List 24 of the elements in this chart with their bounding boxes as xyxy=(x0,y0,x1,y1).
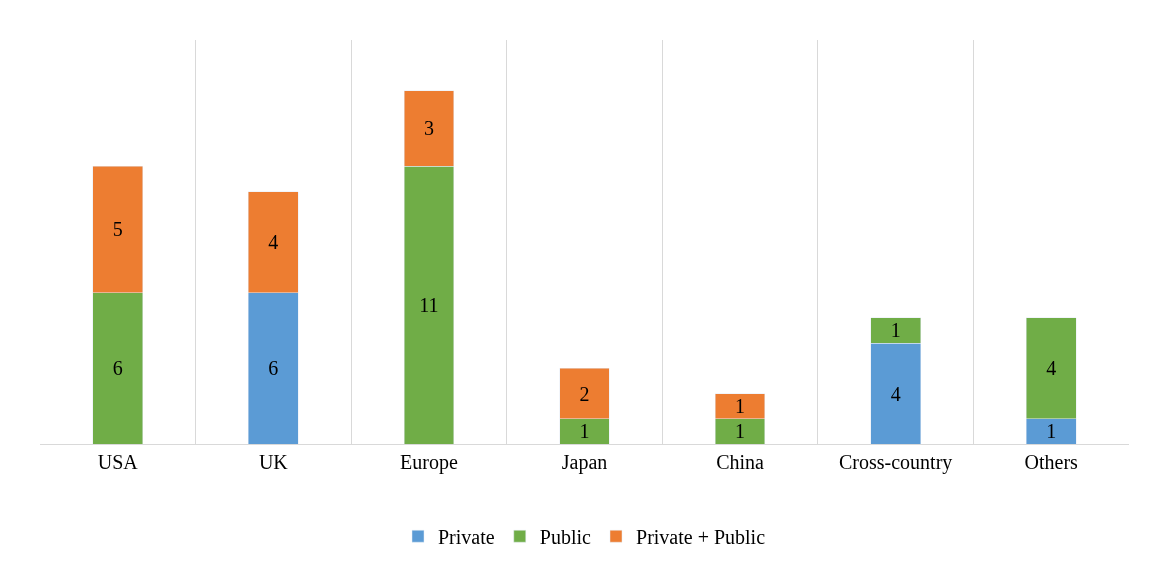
legend-label: Private xyxy=(438,526,495,549)
x-tick-label: Cross-country xyxy=(838,451,953,474)
x-tick-label: UK xyxy=(258,451,289,473)
data-label: 1 xyxy=(579,420,590,443)
legend-label: Private + Public xyxy=(636,526,766,549)
x-tick-label: Others xyxy=(1024,451,1079,473)
data-label: 6 xyxy=(268,357,279,380)
data-label: 6 xyxy=(112,357,123,380)
legend-label: Public xyxy=(539,526,592,549)
data-label: 1 xyxy=(890,319,901,342)
data-label: 1 xyxy=(1046,420,1057,443)
x-tick-label: Europe xyxy=(400,451,458,474)
data-label: 3 xyxy=(423,117,434,140)
data-label: 1 xyxy=(735,420,746,443)
data-label: 2 xyxy=(579,382,590,405)
data-label: 5 xyxy=(112,218,123,241)
data-label: 11 xyxy=(419,294,439,317)
data-label: 1 xyxy=(735,395,746,418)
data-label: 4 xyxy=(268,231,279,253)
data-label: 4 xyxy=(1046,357,1057,380)
x-tick-label: USA xyxy=(97,451,139,473)
x-tick-label: China xyxy=(716,451,765,473)
data-label: 4 xyxy=(890,382,901,405)
x-tick-label: Japan xyxy=(561,451,608,474)
